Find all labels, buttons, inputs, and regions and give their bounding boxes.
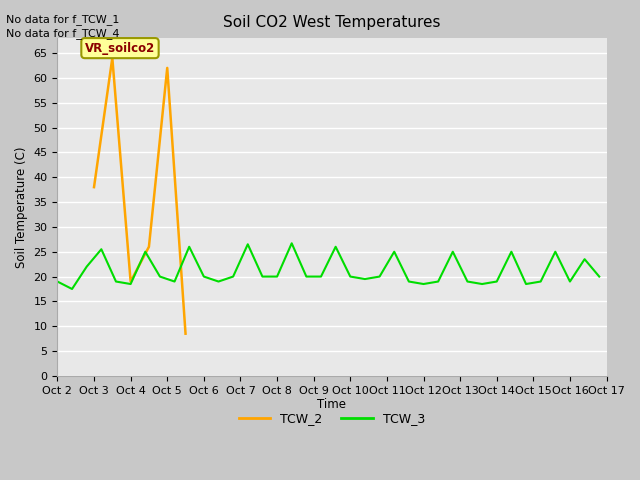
Text: No data for f_TCW_4: No data for f_TCW_4 [6, 28, 120, 39]
Y-axis label: Soil Temperature (C): Soil Temperature (C) [15, 146, 28, 268]
Title: Soil CO2 West Temperatures: Soil CO2 West Temperatures [223, 15, 441, 30]
X-axis label: Time: Time [317, 398, 346, 411]
Legend: TCW_2, TCW_3: TCW_2, TCW_3 [234, 408, 430, 431]
Text: VR_soilco2: VR_soilco2 [85, 42, 155, 55]
Text: No data for f_TCW_1: No data for f_TCW_1 [6, 13, 120, 24]
